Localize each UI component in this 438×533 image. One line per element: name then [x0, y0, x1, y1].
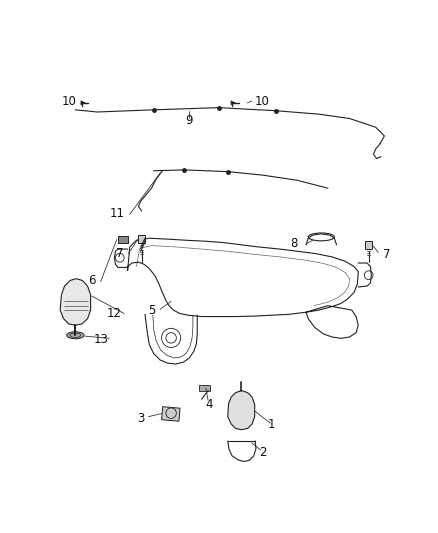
- Bar: [365, 241, 372, 249]
- Polygon shape: [60, 279, 91, 325]
- Text: 9: 9: [186, 114, 193, 127]
- Text: 4: 4: [206, 398, 213, 411]
- Text: 3: 3: [137, 413, 145, 425]
- Text: 10: 10: [255, 95, 270, 108]
- Text: 13: 13: [93, 333, 108, 346]
- Text: 7: 7: [383, 248, 390, 261]
- Text: 10: 10: [61, 95, 76, 108]
- Text: 7: 7: [116, 247, 124, 260]
- Ellipse shape: [67, 332, 84, 339]
- Text: 5: 5: [148, 304, 155, 317]
- Bar: [162, 407, 180, 421]
- Text: 11: 11: [109, 207, 124, 220]
- Polygon shape: [228, 391, 254, 430]
- Text: 2: 2: [259, 446, 266, 459]
- Bar: [117, 236, 128, 243]
- Bar: [199, 385, 210, 391]
- Text: 6: 6: [88, 274, 95, 287]
- Bar: [138, 235, 145, 243]
- Text: 8: 8: [290, 237, 297, 251]
- Text: 12: 12: [106, 307, 121, 320]
- Text: 1: 1: [268, 418, 275, 431]
